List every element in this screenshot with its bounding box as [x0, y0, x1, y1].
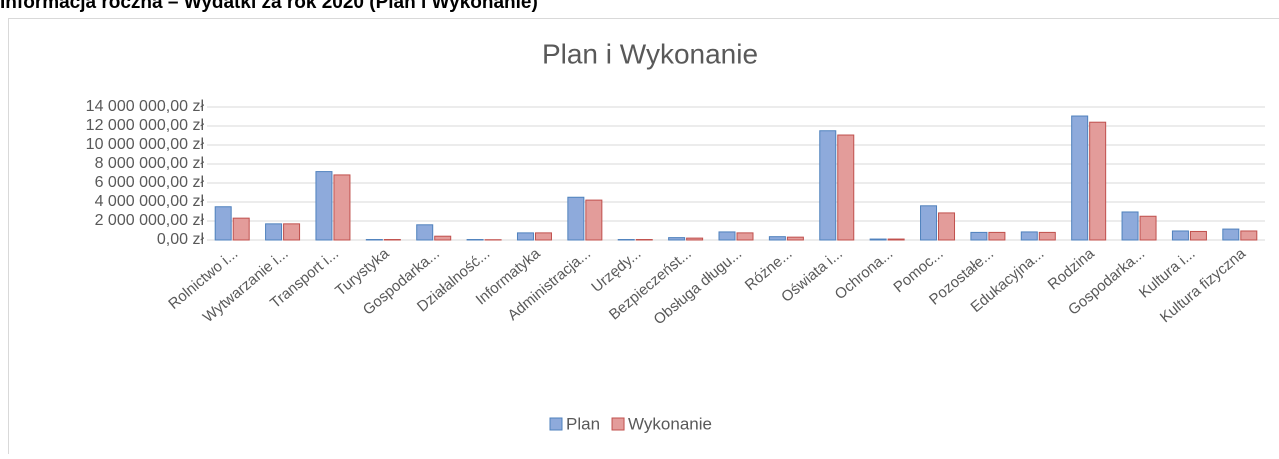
- bar: [870, 239, 886, 240]
- bar: [820, 131, 836, 240]
- legend-label: Wykonanie: [628, 414, 712, 433]
- bar: [888, 239, 904, 240]
- bar: [334, 175, 350, 240]
- bar: [838, 135, 854, 240]
- y-tick-label: 6 000 000,00 zł: [95, 174, 205, 191]
- legend-swatch: [550, 418, 562, 430]
- bar: [535, 233, 551, 240]
- bar: [669, 238, 685, 240]
- bar: [1072, 116, 1088, 240]
- legend-swatch: [612, 418, 624, 430]
- legend-label: Plan: [566, 414, 600, 433]
- bar: [787, 237, 803, 240]
- bar: [266, 224, 282, 240]
- y-tick-label: 0,00 zł: [157, 231, 205, 248]
- bar: [769, 237, 785, 240]
- bar: [1241, 231, 1257, 240]
- bar: [435, 236, 451, 240]
- bar: [719, 232, 735, 240]
- legend: Plan Wykonanie: [550, 414, 712, 433]
- bar: [586, 200, 602, 240]
- bar: [568, 197, 584, 240]
- bar: [215, 207, 231, 240]
- bar: [687, 238, 703, 240]
- bar: [1223, 229, 1239, 240]
- bar: [417, 225, 433, 240]
- bar: [989, 232, 1005, 240]
- bar: [1090, 122, 1106, 240]
- bar: [1140, 216, 1156, 240]
- chart-title: Plan i Wykonanie: [542, 38, 758, 69]
- y-tick-label: 14 000 000,00 zł: [86, 98, 205, 115]
- y-tick-label: 12 000 000,00 zł: [86, 117, 205, 134]
- y-tick-label: 4 000 000,00 zł: [95, 193, 205, 210]
- y-tick-label: 8 000 000,00 zł: [95, 155, 205, 172]
- y-tick-label: 10 000 000,00 zł: [86, 136, 205, 153]
- y-tick-label: 2 000 000,00 zł: [95, 212, 205, 229]
- bar: [737, 233, 753, 240]
- bar: [1039, 232, 1055, 240]
- bar: [1190, 231, 1206, 240]
- bar: [233, 218, 249, 240]
- bar: [1172, 231, 1188, 240]
- bar: [939, 213, 955, 240]
- bar: [1122, 212, 1138, 240]
- bar: [921, 206, 937, 240]
- bar: [316, 172, 332, 240]
- bar: [971, 232, 987, 240]
- bar: [1021, 232, 1037, 240]
- bar: [284, 224, 300, 240]
- bar: [517, 233, 533, 240]
- page-header: Informacja roczna – Wydatki za rok 2020 …: [0, 0, 538, 13]
